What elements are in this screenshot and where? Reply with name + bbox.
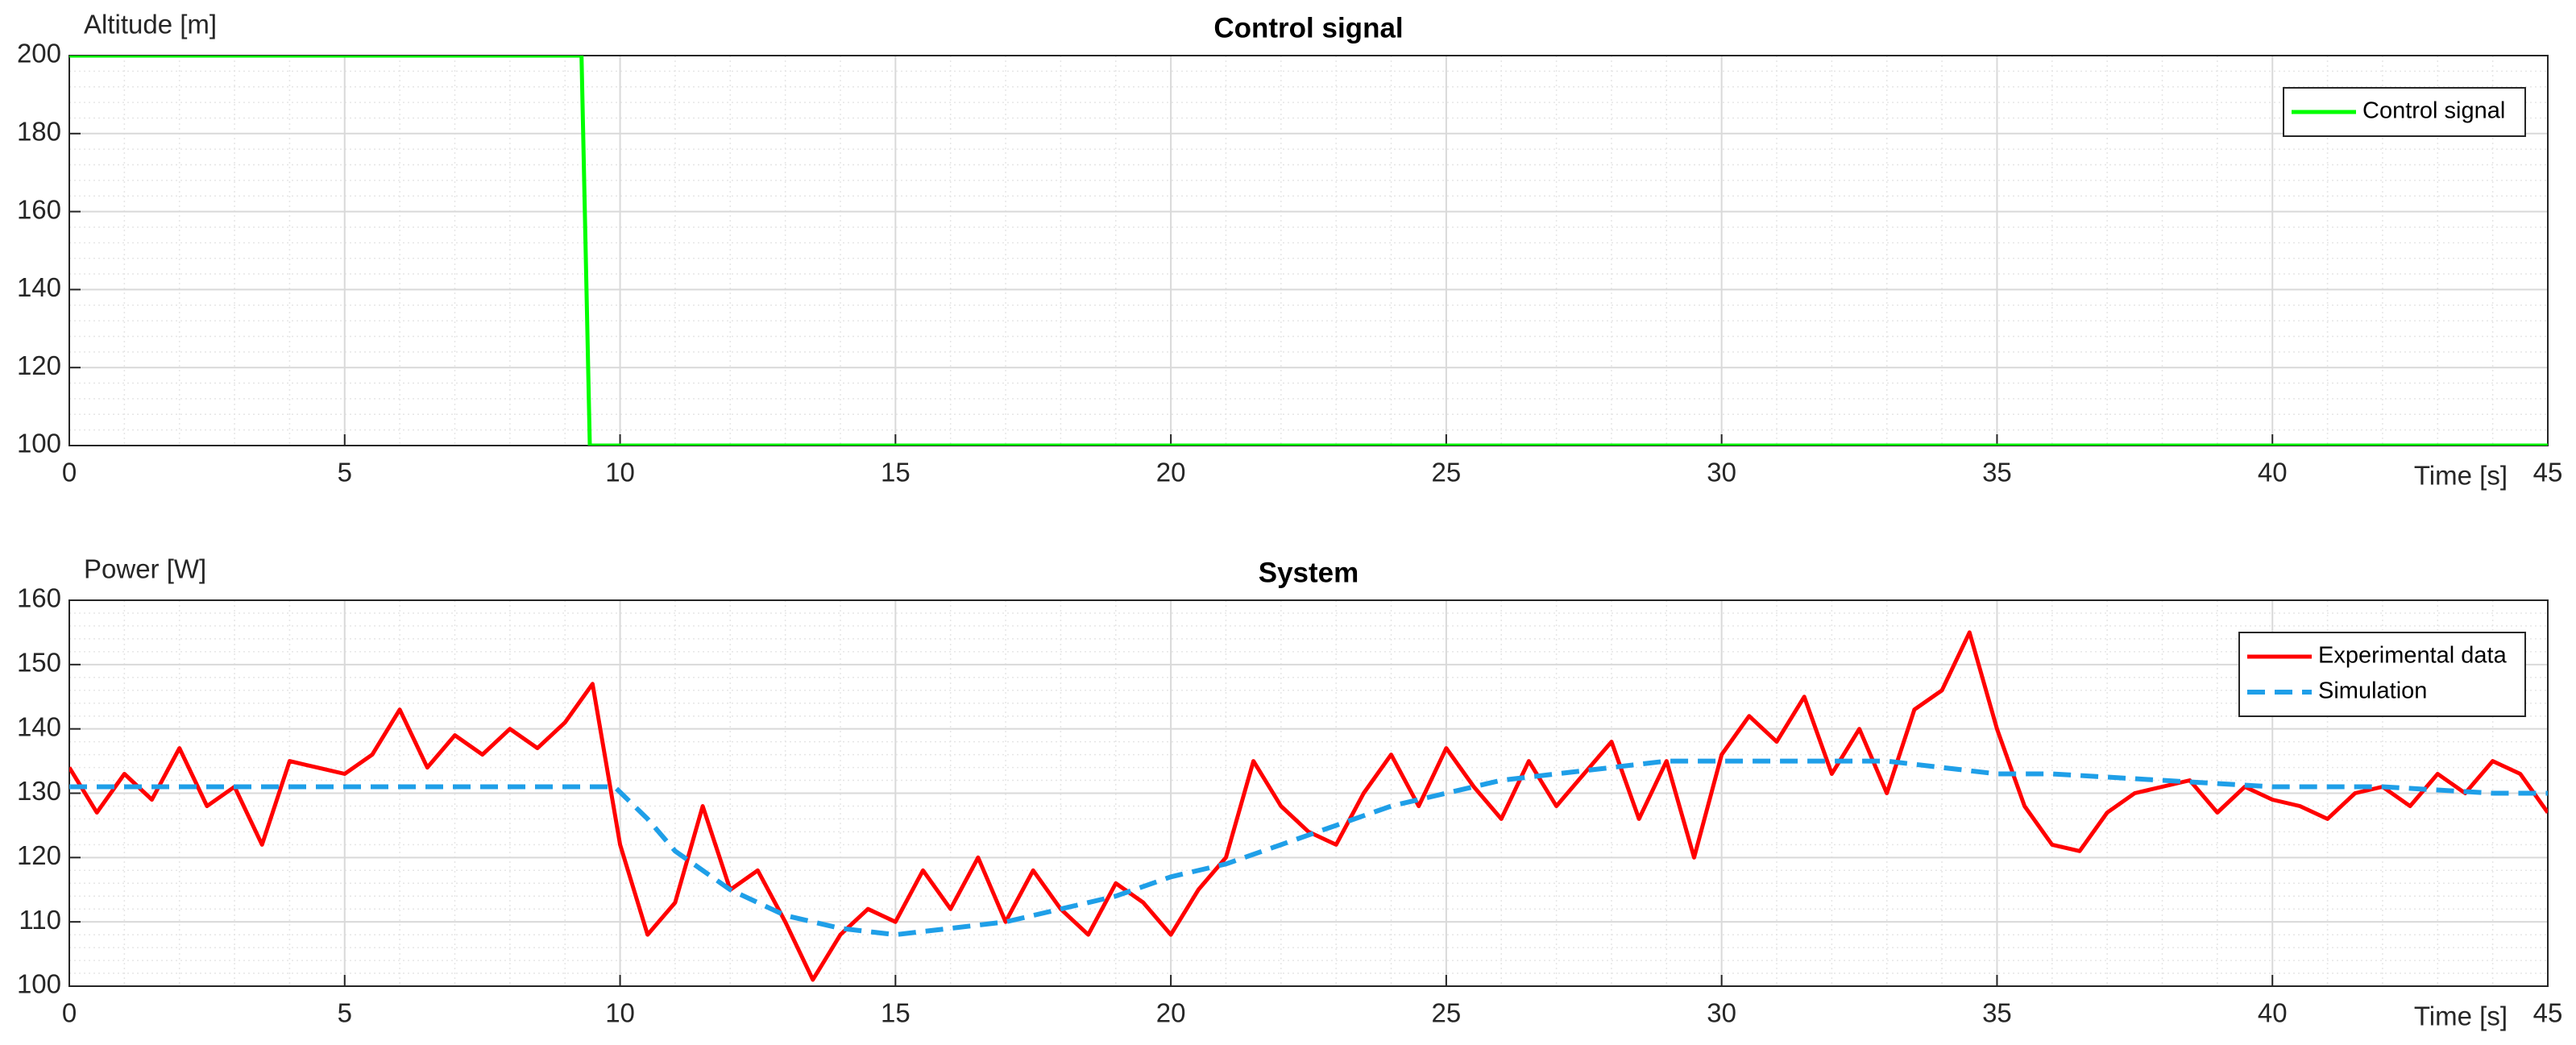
y-tick-label: 140 <box>17 272 61 302</box>
y-tick-label: 120 <box>17 350 61 380</box>
legend-label: Control signal <box>2362 98 2505 124</box>
x-tick-label: 0 <box>62 998 77 1028</box>
y-tick-label: 160 <box>17 194 61 224</box>
line-series <box>69 56 2548 446</box>
y-tick-label: 160 <box>17 583 61 613</box>
y-tick-label: 140 <box>17 711 61 741</box>
x-axis-label: Time [s] <box>2414 1001 2508 1031</box>
x-tick-label: 15 <box>881 998 911 1028</box>
x-tick-label: 5 <box>338 998 352 1028</box>
legend-box <box>2238 632 2526 717</box>
chart-title: System <box>1259 557 1359 588</box>
legend-label: Experimental data <box>2318 643 2508 669</box>
x-tick-label: 25 <box>1432 458 1462 487</box>
subplot: 0 5 10 15 20 25 30 35 40 45 100 110 120 130 140 150 160 S… <box>17 554 2562 1031</box>
x-tick-label: 0 <box>62 458 77 487</box>
y-tick-label: 120 <box>17 840 61 870</box>
subplot: 0 5 10 15 20 25 30 35 40 45 100 120 140 160 180 200 Cont… <box>17 10 2562 491</box>
x-tick-label: 35 <box>1982 458 2012 487</box>
y-axis-label: Altitude [m] <box>84 10 217 39</box>
x-tick-label: 30 <box>1707 458 1736 487</box>
x-tick-label: 25 <box>1432 998 1462 1028</box>
y-tick-label: 100 <box>17 429 61 458</box>
x-tick-label: 35 <box>1982 998 2012 1028</box>
y-tick-label: 130 <box>17 776 61 806</box>
y-tick-label: 150 <box>17 648 61 678</box>
x-tick-label: 45 <box>2533 998 2563 1028</box>
y-axis-label: Power [W] <box>84 554 206 584</box>
legend-label: Simulation <box>2318 678 2427 704</box>
x-tick-label: 5 <box>338 458 352 487</box>
y-tick-label: 110 <box>19 905 61 935</box>
x-axis-label: Time [s] <box>2414 461 2508 491</box>
x-tick-label: 30 <box>1707 998 1736 1028</box>
x-tick-label: 40 <box>2258 458 2288 487</box>
y-tick-label: 180 <box>17 117 61 147</box>
x-tick-label: 10 <box>605 458 635 487</box>
plot-area <box>69 56 2548 446</box>
x-tick-label: 15 <box>881 458 911 487</box>
line-series <box>69 758 2548 938</box>
x-tick-label: 40 <box>2258 998 2288 1028</box>
line-series <box>69 630 2548 982</box>
y-tick-label: 200 <box>17 39 61 68</box>
y-tick-label: 100 <box>17 969 61 999</box>
x-tick-label: 20 <box>1156 458 1186 487</box>
chart-title: Control signal <box>1213 12 1403 44</box>
x-tick-label: 20 <box>1156 998 1186 1028</box>
x-tick-label: 10 <box>605 998 635 1028</box>
x-tick-label: 45 <box>2533 458 2563 487</box>
